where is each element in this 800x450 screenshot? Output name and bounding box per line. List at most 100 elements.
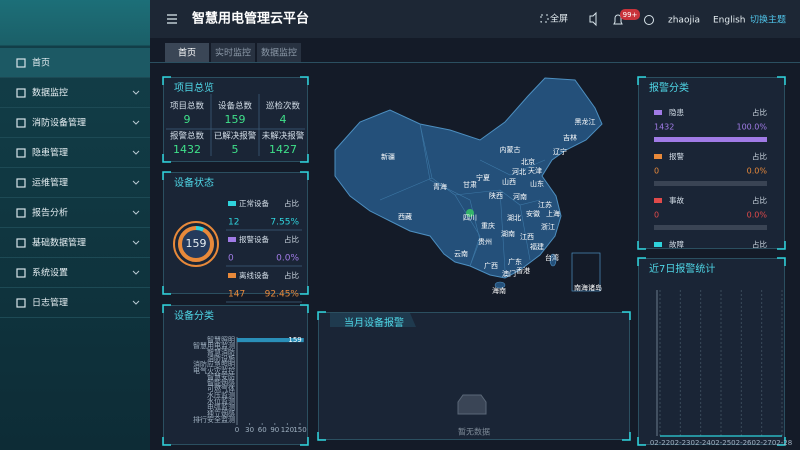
province-label: 安徽 (526, 209, 540, 218)
panel-corner (317, 432, 326, 441)
x-tick-label: 02-23 (670, 439, 690, 447)
share-label: 占比 (284, 234, 299, 244)
stat-value: 5 (232, 143, 239, 156)
menu-label[interactable]: 报告分析 (32, 207, 68, 219)
fullscreen-button[interactable]: 全屏 (550, 13, 568, 25)
panel-corner (162, 437, 171, 446)
menu-icon (16, 208, 26, 218)
panel-corner (622, 432, 631, 441)
chevron (132, 300, 140, 305)
help-icon[interactable] (644, 15, 654, 25)
province-label: 山西 (502, 177, 516, 186)
menu-icon (16, 88, 26, 98)
panel-corner (777, 241, 786, 250)
legend-swatch (228, 273, 236, 278)
panel-corner (637, 241, 646, 250)
panel-corner (637, 257, 646, 266)
menu-label[interactable]: 运维管理 (32, 177, 68, 189)
y-tick-label: 水压监测 (207, 390, 235, 399)
y-tick-label: 电气火灾监控 (193, 366, 235, 375)
x-tick-label: 60 (258, 426, 267, 434)
stat-label: 项目总数 (170, 101, 205, 112)
alarm-percent: 0.0% (747, 211, 768, 220)
legend-swatch (228, 201, 236, 206)
stat-label: 未解决报警 (262, 131, 305, 142)
menu-item[interactable] (0, 78, 150, 108)
panel-corner (637, 76, 646, 85)
legend-swatch (228, 237, 236, 242)
status-count: 12 (228, 218, 239, 228)
panel-corner (300, 304, 309, 313)
panel-corner (300, 171, 309, 180)
x-tick-label: 30 (245, 426, 254, 434)
status-count: 0 (228, 254, 234, 264)
panel (163, 305, 308, 445)
tab[interactable] (165, 43, 209, 62)
legend-swatch (654, 242, 662, 247)
menu-label[interactable]: 日志管理 (32, 297, 68, 309)
y-tick-label: 智慧消防 (207, 347, 235, 356)
province-label: 广西 (484, 261, 498, 270)
menu-item[interactable] (0, 168, 150, 198)
share-label: 占比 (752, 239, 767, 249)
y-tick-label: 消防设施 (207, 354, 235, 363)
tab-label[interactable]: 首页 (178, 47, 196, 59)
panel-title: 近7日报警统计 (649, 262, 715, 275)
bar (237, 338, 304, 343)
panel-corner (162, 286, 171, 295)
province-label: 辽宁 (553, 147, 567, 156)
menu-item[interactable] (0, 228, 150, 258)
progress-track (654, 181, 767, 186)
alarm-name: 报警 (669, 151, 684, 161)
province-label: 江苏 (538, 200, 552, 209)
panel-corner (317, 311, 326, 320)
status-count: 147 (228, 290, 245, 300)
language-button[interactable]: English (713, 16, 746, 26)
menu-item[interactable] (0, 258, 150, 288)
menu-label[interactable]: 首页 (32, 57, 50, 69)
panel-corner (777, 257, 786, 266)
mute-icon[interactable] (589, 11, 597, 27)
tab-label[interactable]: 数据监控 (261, 47, 297, 59)
tab-label[interactable]: 实时监控 (215, 47, 251, 59)
panel-title: 设备分类 (174, 309, 214, 322)
alarm-name: 隐患 (669, 107, 684, 117)
menu-item[interactable] (0, 138, 150, 168)
stat-value: 9 (184, 113, 191, 126)
province-label: 吉林 (563, 133, 577, 142)
chevron (132, 90, 140, 95)
status-name: 正常设备 (239, 198, 269, 208)
panel-corner (162, 171, 171, 180)
province-label: 广东 (508, 257, 522, 266)
bell-icon[interactable] (613, 14, 623, 25)
share-label: 占比 (284, 270, 299, 280)
fullscreen-icon (540, 14, 549, 23)
province-label: 北京 (521, 157, 535, 166)
share-label: 占比 (284, 198, 299, 208)
menu-item[interactable] (0, 288, 150, 318)
menu-label[interactable]: 基础数据管理 (32, 237, 86, 249)
province-label: 山东 (530, 179, 544, 188)
panel-title: 设备状态 (174, 176, 214, 189)
page-title: 智慧用电管理云平台 (192, 11, 309, 27)
panel-corner (300, 286, 309, 295)
tab[interactable] (257, 43, 301, 62)
legend-swatch (654, 198, 662, 203)
menu-icon (16, 118, 26, 128)
tab[interactable] (211, 43, 255, 62)
empty-text: 暂无数据 (458, 427, 490, 437)
status-name: 报警设备 (239, 234, 269, 244)
donut-segment (178, 226, 214, 262)
menu-label[interactable]: 消防设备管理 (32, 117, 86, 129)
province-label: 甘肃 (463, 180, 477, 189)
menu-label[interactable]: 数据监控 (32, 87, 68, 99)
menu-item[interactable] (0, 108, 150, 138)
user-name[interactable]: zhaojia (668, 16, 700, 26)
theme-button[interactable]: 切换主题 (750, 14, 786, 26)
menu-label[interactable]: 系统设置 (32, 267, 68, 279)
status-percent: 92.45% (265, 290, 300, 300)
y-tick-label: 独立烟感 (207, 409, 235, 418)
menu-label[interactable]: 隐患管理 (32, 147, 68, 159)
menu-item[interactable] (0, 198, 150, 228)
